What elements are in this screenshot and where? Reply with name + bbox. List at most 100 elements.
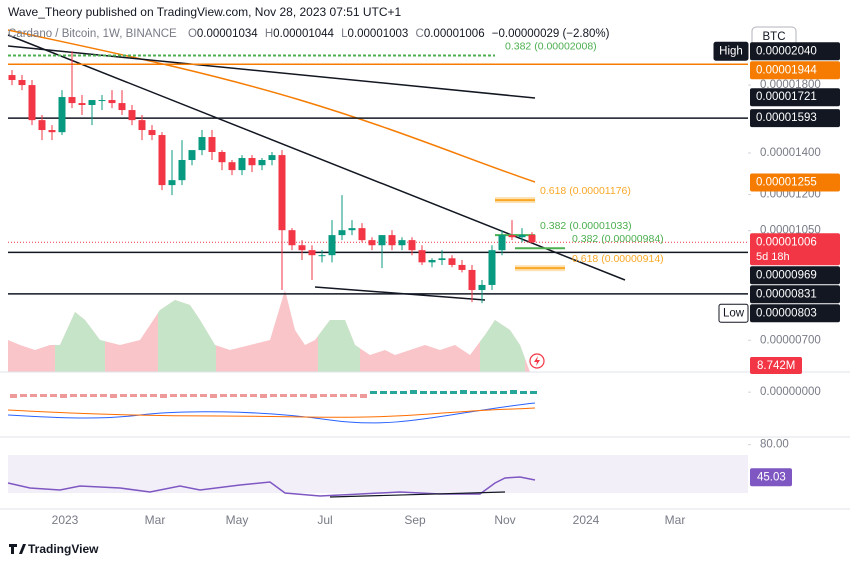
symbol-legend: Cardano / Bitcoin, 1W, BINANCE O 0.000010… bbox=[8, 28, 610, 40]
legend-key: O bbox=[188, 28, 197, 40]
price-label: 0.00000969 bbox=[756, 269, 817, 281]
y-tick-label: 0.00000700 bbox=[760, 334, 821, 346]
symbol: Cardano / Bitcoin, 1W, BINANCE bbox=[8, 28, 177, 40]
price-label-box bbox=[750, 173, 840, 192]
macd-histogram bbox=[180, 394, 187, 397]
macd-histogram bbox=[200, 394, 207, 397]
macd-histogram bbox=[50, 394, 57, 397]
candle-body bbox=[208, 137, 216, 153]
legend-value: 0.00001006 bbox=[424, 28, 485, 40]
macd-histogram bbox=[220, 394, 227, 397]
y-tick-label: 0.00001800 bbox=[760, 79, 821, 91]
macd-histogram bbox=[490, 391, 497, 394]
macd-histogram bbox=[80, 394, 87, 397]
x-tick-label: 2023 bbox=[52, 513, 79, 527]
macd-histogram bbox=[510, 390, 517, 394]
y-tick-label: 0.00001200 bbox=[760, 189, 821, 201]
price-label: 0.00001255 bbox=[756, 177, 817, 189]
macd-histogram bbox=[350, 394, 357, 397]
price-label: 0.00001593 bbox=[756, 112, 817, 124]
macd-histogram bbox=[430, 391, 437, 394]
macd-histogram bbox=[310, 394, 317, 398]
candle-body bbox=[368, 240, 376, 246]
macd-histogram bbox=[270, 394, 277, 397]
candle-body bbox=[38, 120, 46, 131]
candle-body bbox=[118, 103, 126, 111]
fib-label: 0.382 (0.00001033) bbox=[540, 220, 632, 232]
candle-body bbox=[138, 120, 146, 131]
macd-histogram bbox=[330, 394, 337, 397]
volume-value-box bbox=[750, 357, 802, 375]
macd-histogram bbox=[210, 394, 217, 398]
price-label: 0.00001006 bbox=[756, 236, 817, 248]
y-tick-label: 0.00001400 bbox=[760, 147, 821, 159]
candle-body bbox=[238, 158, 246, 171]
macd-histogram bbox=[160, 394, 167, 398]
macd-histogram bbox=[40, 394, 47, 397]
macd-histogram bbox=[280, 394, 287, 397]
price-label-box bbox=[750, 109, 840, 128]
macd-tick-label: 0.00000000 bbox=[760, 386, 821, 398]
macd-histogram bbox=[260, 394, 267, 398]
macd-histogram bbox=[250, 394, 257, 397]
candle-body bbox=[228, 162, 236, 171]
candle-body bbox=[248, 158, 256, 166]
macd-histogram bbox=[520, 391, 527, 394]
macd-histogram bbox=[170, 394, 177, 397]
candle-body bbox=[498, 235, 506, 251]
rsi-line bbox=[7, 476, 536, 497]
macd-histogram bbox=[500, 391, 507, 394]
candle-body bbox=[218, 152, 226, 163]
legend-key: H bbox=[265, 28, 273, 40]
trend-line bbox=[7, 34, 626, 281]
candle-body bbox=[358, 228, 366, 241]
candle-body bbox=[158, 135, 166, 186]
candle-body bbox=[8, 75, 16, 81]
candle-body bbox=[148, 130, 156, 136]
fib-label: 0.382 (0.00000984) bbox=[572, 233, 664, 245]
rsi-value-label: 45.03 bbox=[757, 471, 786, 483]
trend-line bbox=[7, 45, 536, 99]
rsi-value-box bbox=[750, 468, 792, 487]
macd-histogram bbox=[440, 391, 447, 394]
macd-histogram bbox=[320, 394, 327, 397]
legend-value: 0.00001003 bbox=[348, 28, 409, 40]
candle-body bbox=[338, 230, 346, 236]
event-icon-bolt bbox=[534, 356, 540, 366]
candle-body bbox=[268, 155, 276, 161]
rsi-tick-label: 80.00 bbox=[760, 439, 789, 451]
candle-body bbox=[518, 234, 526, 238]
signal-line bbox=[7, 407, 536, 418]
macd-histogram bbox=[460, 390, 467, 394]
x-tick-label: Mar bbox=[145, 513, 166, 527]
macd-histogram bbox=[470, 391, 477, 394]
price-label-box bbox=[750, 42, 840, 61]
candle-body bbox=[398, 240, 406, 246]
candle-body bbox=[508, 235, 516, 238]
x-tick-label: Sep bbox=[404, 513, 426, 527]
macd-histogram bbox=[420, 391, 427, 394]
candle-body bbox=[78, 103, 86, 106]
macd-histogram bbox=[70, 394, 77, 397]
price-label: 0.00001944 bbox=[756, 64, 817, 76]
macd-histogram bbox=[480, 391, 487, 394]
brand-logo bbox=[9, 544, 26, 554]
macd-histogram bbox=[360, 394, 367, 398]
price-label-box bbox=[750, 88, 840, 107]
fib-label: 0.618 (0.00001176) bbox=[540, 185, 631, 197]
macd-histogram bbox=[370, 391, 377, 394]
brand: TradingView bbox=[28, 542, 99, 556]
x-tick-label: 2024 bbox=[573, 513, 600, 527]
legend-value: 0.00001044 bbox=[273, 28, 334, 40]
macd-histogram bbox=[450, 391, 457, 394]
macd-histogram bbox=[400, 391, 407, 394]
price-label: 0.00000803 bbox=[756, 307, 817, 319]
macd-histogram bbox=[410, 390, 417, 394]
price-tag: High bbox=[719, 45, 743, 57]
macd-histogram bbox=[380, 391, 387, 394]
candle-body bbox=[378, 235, 386, 246]
rsi-band bbox=[8, 455, 748, 493]
candle-body bbox=[288, 230, 296, 246]
price-label-box bbox=[750, 61, 840, 80]
